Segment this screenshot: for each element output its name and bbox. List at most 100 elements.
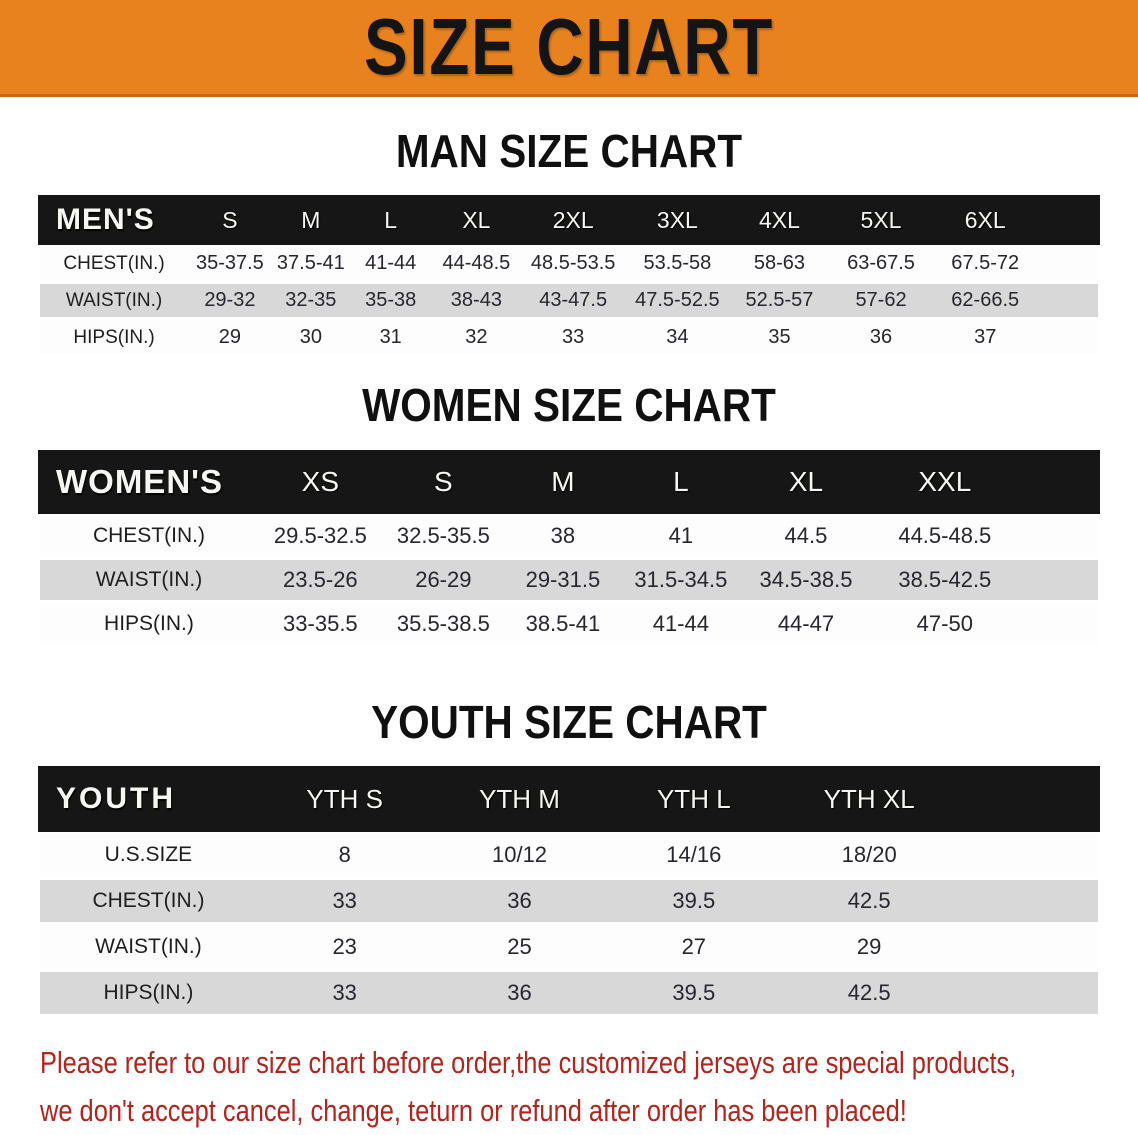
table-cell: 52.5-57 [745, 289, 814, 311]
disclaimer: Please refer to our size chart before or… [40, 1039, 1016, 1135]
column-header: 5XL [860, 206, 902, 233]
table-cell: 27 [681, 934, 707, 959]
column-header: XL [788, 466, 824, 497]
column-header: M [301, 206, 321, 233]
row-label: U.S.SIZE [104, 843, 193, 866]
table-header-label: MEN'S [56, 203, 155, 236]
table-row: CHEST(IN.) 35-37.5 37.5-41 41-44 44-48.5 48.5… [40, 247, 1098, 280]
table-cell: 38 [550, 523, 576, 548]
table-header-label: YOUTH [56, 782, 176, 815]
table-cell: 35-37.5 [195, 252, 264, 274]
table-cell: 32-35 [285, 289, 337, 311]
row-label: HIPS(IN.) [104, 612, 194, 635]
table-cell: 43-47.5 [539, 289, 608, 311]
row-label: WAIST(IN.) [65, 289, 163, 311]
table-cell: 32 [465, 326, 488, 348]
table-cell: 37.5-41 [276, 252, 345, 274]
column-header: YTH L [656, 783, 731, 814]
table-row: WAIST(IN.) 23 25 27 29 [40, 926, 1098, 968]
column-header: XL [462, 206, 491, 233]
table-cell: 18/20 [841, 842, 897, 867]
table-header-label: WOMEN'S [56, 463, 224, 500]
table-cell: 25 [507, 934, 532, 959]
table-row: CHEST(IN.) 29.5-32.5 32.5-35.5 38 41 44.5 44.5… [40, 516, 1098, 556]
section-title-women: WOMEN SIZE CHART [362, 379, 776, 431]
table-row: HIPS(IN.) 33 36 39.5 42.5 [40, 972, 1098, 1014]
table-cell: 34.5-38.5 [759, 567, 853, 592]
table-cell: 29-31.5 [525, 567, 601, 592]
table-cell: 23.5-26 [283, 567, 358, 592]
table-cell: 35.5-38.5 [396, 611, 490, 636]
table-row: CHEST(IN.) 33 36 39.5 42.5 [40, 880, 1098, 922]
row-label: HIPS(IN.) [73, 326, 155, 348]
table-cell: 44.5 [784, 523, 828, 548]
column-header: M [551, 466, 575, 497]
table-cell: 67.5-72 [951, 252, 1020, 274]
table-cell: 14/16 [666, 842, 722, 867]
table-cell: 39.5 [672, 888, 716, 913]
row-label: WAIST(IN.) [95, 568, 203, 591]
table-cell: 57-62 [855, 289, 907, 311]
table-cell: 31 [379, 326, 402, 348]
column-header: S [222, 206, 238, 233]
column-header: XS [301, 466, 340, 497]
row-label: CHEST(IN.) [92, 889, 205, 912]
table-cell: 29.5-32.5 [273, 523, 367, 548]
table-cell: 48.5-53.5 [530, 252, 616, 274]
table-row: HIPS(IN.) 29 30 31 32 33 34 35 36 37 [40, 321, 1098, 354]
row-label: CHEST(IN.) [63, 252, 165, 274]
section-youth: YOUTH SIZE CHART YOUTH YTH S YTH M YTH L YTH … [0, 699, 1138, 1014]
table-cell: 37 [974, 326, 997, 348]
table-cell: 29-32 [204, 289, 256, 311]
column-header: YTH S [306, 783, 383, 814]
table-cell: 36 [869, 326, 893, 348]
table-cell: 53.5-58 [643, 252, 712, 274]
table-row: WAIST(IN.) 29-32 32-35 35-38 38-43 43-47.5 47.… [40, 284, 1098, 317]
table-cell: 29 [218, 326, 242, 348]
row-label: CHEST(IN.) [92, 524, 205, 547]
table-cell: 30 [299, 326, 322, 348]
table-row: HIPS(IN.) 33-35.5 35.5-38.5 38.5-41 41-44 44-… [40, 604, 1098, 644]
table-cell: 34 [666, 326, 689, 348]
men-size-table: MEN'S S M L XL 2XL 3XL 4XL 5XL 6XL CHEST(IN.) 35-37… [40, 197, 1098, 354]
table-cell: 32.5-35.5 [396, 523, 490, 548]
table-cell: 10/12 [491, 842, 548, 867]
table-cell: 26-29 [415, 567, 472, 592]
column-header: L [384, 206, 398, 233]
column-header: S [434, 466, 453, 497]
row-label: HIPS(IN.) [103, 981, 194, 1004]
section-men: MAN SIZE CHART MEN'S S M L XL 2XL 3XL 4XL 5XL 6XL C… [0, 128, 1138, 354]
section-title-men: MAN SIZE CHART [395, 125, 743, 177]
table-cell: 38.5-41 [525, 611, 601, 636]
column-header: 6XL [964, 206, 1006, 233]
disclaimer-line-2: we don't accept cancel, change, teturn o… [40, 1093, 907, 1128]
column-header: L [673, 466, 689, 497]
table-cell: 47.5-52.5 [635, 289, 720, 311]
table-cell: 35 [768, 326, 791, 348]
table-cell: 44.5-48.5 [898, 523, 992, 548]
column-header: XXL [918, 466, 972, 497]
women-size-table: WOMEN'S XS S M L XL XXL CHEST(IN.) 29.5-32.5 32.5… [40, 452, 1098, 644]
section-women: WOMEN SIZE CHART WOMEN'S XS S M L XL XXL CHEST(I… [0, 382, 1138, 644]
table-cell: 42.5 [847, 888, 891, 913]
table-cell: 29 [856, 934, 882, 959]
table-cell: 8 [338, 842, 351, 867]
table-cell: 33 [332, 888, 357, 913]
table-cell: 23 [332, 934, 357, 959]
table-header-row: MEN'S S M L XL 2XL 3XL 4XL 5XL 6XL [40, 197, 1098, 243]
column-header: 2XL [552, 206, 594, 233]
table-cell: 44-48.5 [442, 252, 511, 274]
table-cell: 33 [332, 980, 357, 1005]
youth-size-table: YOUTH YTH S YTH M YTH L YTH XL U.S.SIZE 8 10/12… [40, 768, 1098, 1014]
table-cell: 42.5 [847, 980, 891, 1005]
table-cell: 47-50 [916, 611, 973, 636]
table-row: U.S.SIZE 8 10/12 14/16 18/20 [40, 834, 1098, 876]
table-cell: 63-67.5 [847, 252, 915, 274]
column-header: YTH M [479, 783, 560, 814]
table-header-row: YOUTH YTH S YTH M YTH L YTH XL [40, 768, 1098, 830]
table-cell: 33 [562, 326, 585, 348]
table-row: WAIST(IN.) 23.5-26 26-29 29-31.5 31.5-34.5 34… [40, 560, 1098, 600]
table-cell: 58-63 [753, 252, 806, 274]
table-cell: 31.5-34.5 [634, 567, 728, 592]
banner-title: SIZE CHART [364, 2, 774, 91]
